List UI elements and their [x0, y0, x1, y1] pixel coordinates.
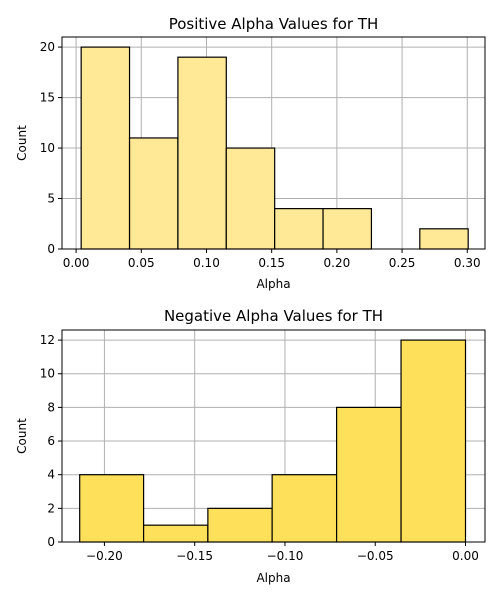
chart-2-xlabel: Alpha [256, 571, 290, 585]
chart-2-ytick-label-5: 10 [40, 367, 55, 381]
chart-2-ytick-label-4: 8 [47, 400, 55, 414]
chart-1-bar-4 [274, 208, 324, 250]
chart-1-xtick-label-0: 0.00 [63, 256, 90, 270]
chart-1-ytick-label-4: 20 [40, 40, 55, 54]
chart-1-ytick-label-0: 0 [47, 242, 55, 256]
chart-1-xtick-label-3: 0.15 [258, 256, 285, 270]
chart-1-ytick-label-2: 10 [40, 141, 55, 155]
chart-2-ytick-label-1: 2 [47, 501, 55, 515]
chart-2-ytick-label-6: 12 [40, 333, 55, 347]
chart-2-xtick-label-2: −0.10 [267, 549, 304, 563]
chart-2-xtick-label-4: 0.00 [452, 549, 479, 563]
chart-1-bar-3 [225, 147, 276, 250]
chart-1-ytick-label-3: 15 [40, 91, 55, 105]
chart-2-bar-2 [207, 507, 273, 543]
chart-2-ytick-label-2: 4 [47, 468, 55, 482]
chart-2: −0.20 −0.15 −0.10 −0.05 0.00 0 2 4 6 8 10 12 Negativ… [15, 307, 486, 585]
chart-1-xtick-label-6: 0.30 [454, 256, 481, 270]
chart-2-ytick-label-3: 6 [47, 434, 55, 448]
chart-2-title: Negative Alpha Values for TH [164, 307, 383, 325]
chart-1-bar-5 [322, 208, 373, 250]
chart-1-xtick-label-2: 0.10 [193, 256, 220, 270]
chart-1-bar-0 [80, 46, 131, 250]
chart-2-ytick-label-0: 0 [47, 535, 55, 549]
chart-2-bar-0 [79, 474, 145, 543]
chart-1: 0.00 0.05 0.10 0.15 0.20 0.25 0.30 0 5 10 15 20 Posi… [15, 15, 486, 291]
chart-2-ylabel: Count [15, 418, 29, 454]
chart-1-xlabel: Alpha [256, 277, 290, 291]
chart-2-xtick-label-3: −0.05 [357, 549, 394, 563]
chart-2-bar-1 [143, 524, 209, 543]
chart-2-bar-5 [400, 339, 467, 543]
chart-2-bar-4 [335, 406, 402, 543]
chart-1-title: Positive Alpha Values for TH [169, 15, 379, 33]
chart-1-frame [61, 36, 486, 250]
chart-1-bar-2 [177, 56, 227, 250]
chart-1-ylabel: Count [15, 125, 29, 161]
chart-1-bar-7 [419, 228, 469, 250]
chart-1-xtick-label-5: 0.25 [389, 256, 416, 270]
chart-2-xtick-label-0: −0.20 [86, 549, 123, 563]
chart-2-bar-3 [271, 474, 338, 543]
chart-1-bar-1 [128, 137, 179, 250]
chart-2-frame [61, 329, 486, 543]
chart-2-xtick-label-1: −0.15 [176, 549, 213, 563]
chart-1-ytick-label-1: 5 [47, 192, 55, 206]
chart-1-xtick-label-4: 0.20 [324, 256, 351, 270]
chart-1-xtick-label-1: 0.05 [128, 256, 155, 270]
